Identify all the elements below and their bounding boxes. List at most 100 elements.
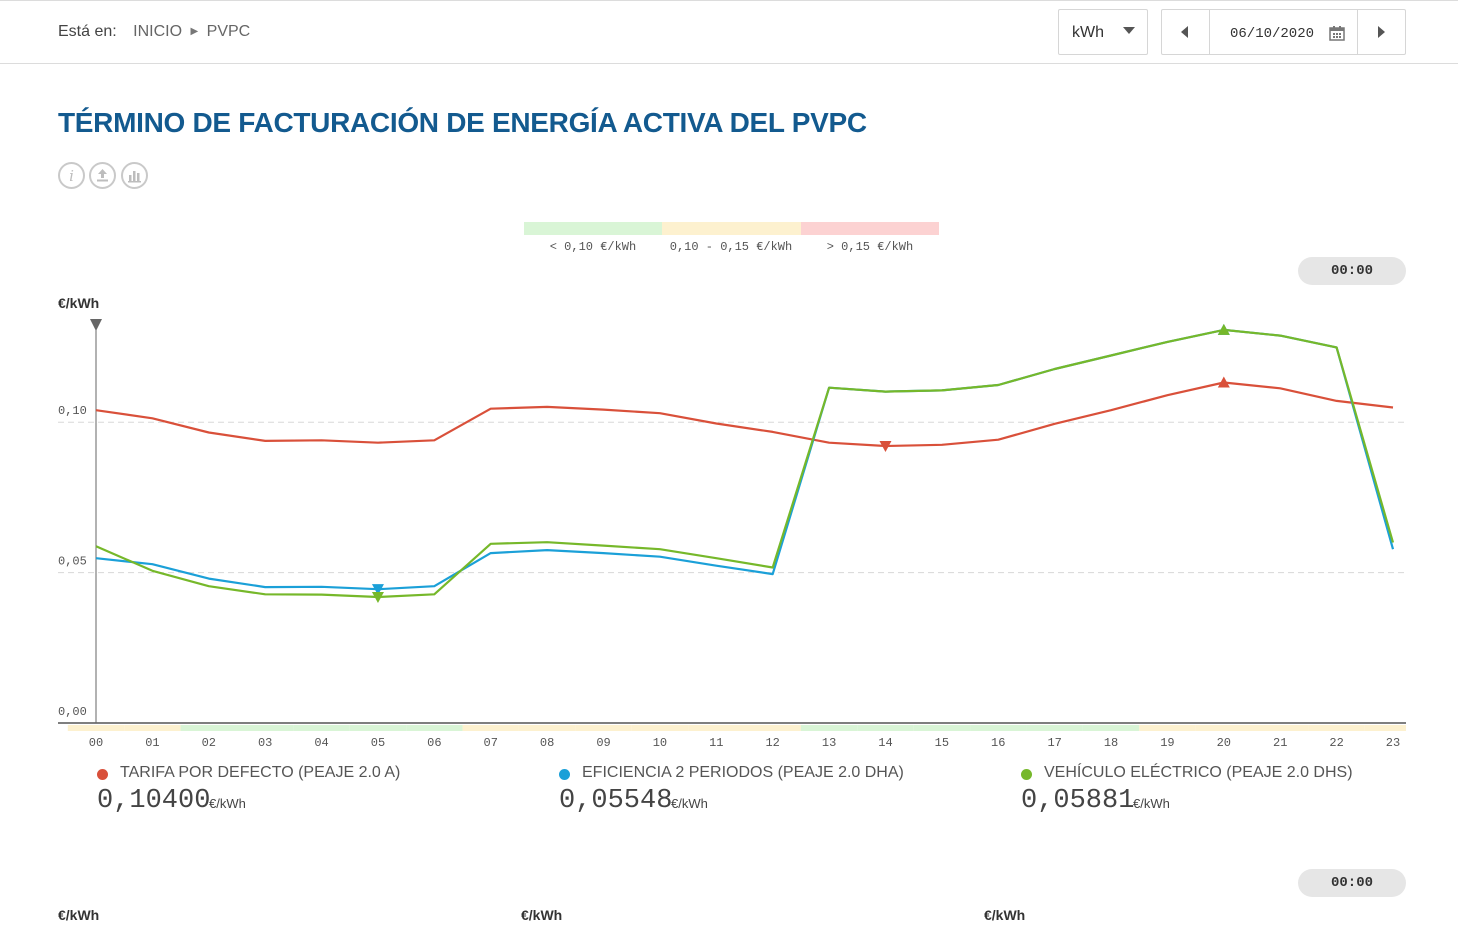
hour-band — [1139, 725, 1196, 731]
x-tick-label: 04 — [314, 736, 328, 750]
min-marker-icon — [879, 441, 892, 453]
lower-unit-label-3: €/kWh — [984, 907, 1026, 923]
hour-band — [744, 725, 801, 731]
max-marker-icon — [1217, 376, 1230, 388]
hour-band — [1364, 725, 1406, 731]
top-bar: Está en: INICIO ▶ PVPC kWh 06/10/2020 — [0, 0, 1458, 64]
series-unit: €/kWh — [671, 796, 708, 811]
chevron-down-icon — [1123, 27, 1135, 34]
svg-text:i: i — [69, 167, 74, 185]
previous-day-button[interactable] — [1162, 10, 1210, 54]
x-tick-label: 14 — [878, 736, 892, 750]
hour-band — [1195, 725, 1253, 731]
x-tick-label: 20 — [1217, 736, 1231, 750]
series-dot-icon — [559, 769, 570, 780]
date-navigator: 06/10/2020 — [1161, 9, 1406, 55]
hour-band — [462, 725, 519, 731]
hour-band — [1252, 725, 1309, 731]
hour-band — [970, 725, 1027, 731]
date-field[interactable]: 06/10/2020 — [1230, 26, 1315, 42]
series-name: VEHÍCULO ELÉCTRICO (PEAJE 2.0 DHS) — [1044, 764, 1353, 781]
hour-band — [406, 725, 463, 731]
series-dot-icon — [1021, 769, 1032, 780]
hour-band — [349, 725, 407, 731]
hour-band — [1308, 725, 1365, 731]
x-tick-label: 22 — [1329, 736, 1343, 750]
unit-select-value: kWh — [1072, 24, 1104, 41]
hour-band — [236, 725, 294, 731]
hour-band — [857, 725, 914, 731]
x-tick-label: 03 — [258, 736, 272, 750]
x-tick-label: 17 — [1047, 736, 1061, 750]
chart-icon[interactable] — [121, 162, 148, 189]
x-tick-label: 15 — [935, 736, 949, 750]
x-tick-label: 02 — [202, 736, 216, 750]
x-tick-label: 08 — [540, 736, 554, 750]
x-tick-label: 01 — [145, 736, 159, 750]
cursor-marker-icon — [90, 319, 102, 331]
hour-band — [913, 725, 971, 731]
hour-band — [124, 725, 181, 731]
series-dot-icon — [97, 769, 108, 780]
x-tick-label: 06 — [427, 736, 441, 750]
breadcrumb-label: Está en: — [58, 23, 117, 40]
breadcrumb: Está en: INICIO ▶ PVPC — [58, 23, 250, 41]
y-tick-label: 0,00 — [58, 705, 87, 719]
x-tick-label: 13 — [822, 736, 836, 750]
hour-band — [631, 725, 689, 731]
series-current-value: 0,05548 — [559, 786, 673, 816]
series-unit: €/kWh — [1133, 796, 1170, 811]
info-icon[interactable]: i — [58, 162, 85, 189]
series-current-value: 0,05881 — [1021, 786, 1135, 816]
scale-bar-mid — [662, 222, 801, 235]
series-line — [95, 381, 1394, 448]
x-tick-label: 11 — [709, 736, 723, 750]
hour-band — [1082, 725, 1140, 731]
breadcrumb-home-link[interactable]: INICIO — [133, 23, 183, 40]
x-tick-label: 21 — [1273, 736, 1287, 750]
x-tick-label: 18 — [1104, 736, 1118, 750]
scale-label-low: < 0,10 €/kWh — [549, 240, 637, 254]
lower-time-display: 00:00 — [1298, 869, 1406, 897]
lower-unit-label-2: €/kWh — [521, 907, 563, 923]
y-tick-label: 0,05 — [58, 555, 87, 569]
x-tick-label: 19 — [1160, 736, 1174, 750]
breadcrumb-separator-icon: ▶ — [190, 26, 199, 37]
series-current-value: 0,10400 — [97, 786, 211, 816]
series-line — [95, 328, 1395, 599]
scale-label-mid: 0,10 - 0,15 €/kWh — [669, 240, 793, 254]
scale-label-high: > 0,15 €/kWh — [826, 240, 914, 254]
hour-band — [518, 725, 576, 731]
series-name: TARIFA POR DEFECTO (PEAJE 2.0 A) — [120, 764, 401, 781]
page-title: TÉRMINO DE FACTURACIÓN DE ENERGÍA ACTIVA… — [58, 107, 867, 138]
arrow-right-icon — [1378, 26, 1385, 38]
scale-bar-high — [801, 222, 939, 235]
x-tick-label: 10 — [653, 736, 667, 750]
scale-bar-low — [524, 222, 662, 235]
hour-band — [688, 725, 745, 731]
series-name: EFICIENCIA 2 PERIODOS (PEAJE 2.0 DHA) — [582, 764, 904, 781]
unit-select[interactable]: kWh — [1058, 9, 1148, 55]
min-marker-icon — [371, 591, 384, 603]
hour-band — [67, 725, 125, 731]
x-tick-label: 00 — [89, 736, 103, 750]
y-tick-label: 0,10 — [58, 404, 87, 418]
export-icon[interactable] — [89, 162, 116, 189]
hour-band — [1026, 725, 1083, 731]
price-line-chart: 0,00 0,05 0,10 00 01 02 03 04 05 06 07 08 09 10 11 12 13… — [58, 319, 1406, 750]
hour-band — [800, 725, 858, 731]
hour-band — [180, 725, 237, 731]
x-tick-label: 09 — [596, 736, 610, 750]
y-axis-unit-label: €/kWh — [58, 295, 100, 311]
breadcrumb-current: PVPC — [206, 23, 251, 40]
next-day-button[interactable] — [1357, 10, 1405, 54]
calendar-icon[interactable] — [1329, 25, 1345, 41]
lower-unit-label-1: €/kWh — [58, 907, 100, 923]
x-tick-label: 05 — [371, 736, 385, 750]
series-unit: €/kWh — [209, 796, 246, 811]
max-marker-icon — [1217, 323, 1230, 335]
hour-band — [575, 725, 632, 731]
x-tick-label: 23 — [1386, 736, 1400, 750]
min-marker-icon — [371, 584, 384, 596]
time-display: 00:00 — [1298, 257, 1406, 285]
